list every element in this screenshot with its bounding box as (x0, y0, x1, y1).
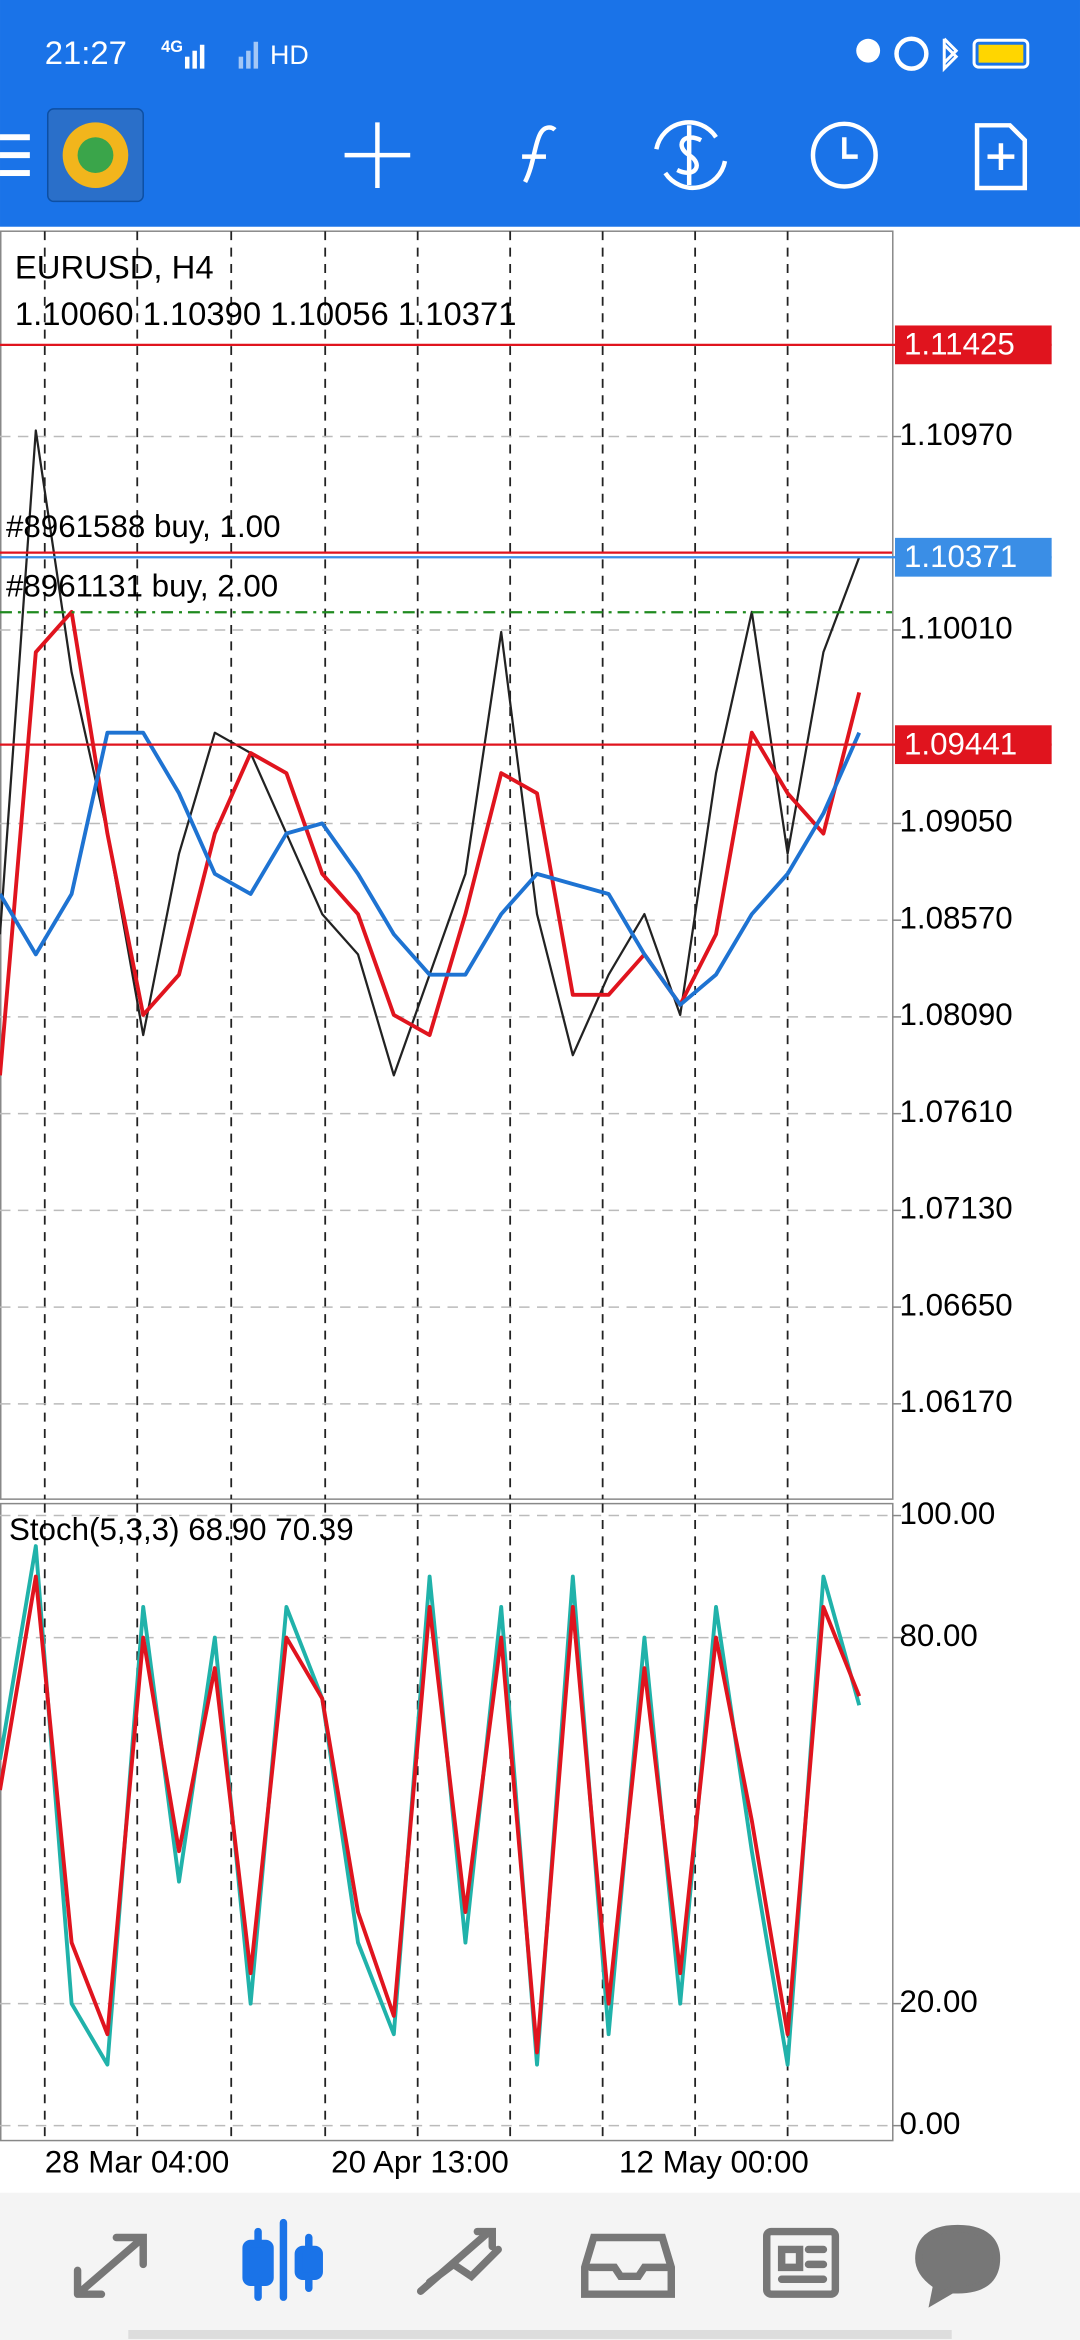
price-badge (895, 537, 1052, 577)
y-tick-label: 1.08570 (899, 900, 1012, 935)
y-tick-label: 1.10010 (899, 610, 1012, 645)
y-tick-label: 20.00 (899, 1984, 977, 2019)
y-tick-label: 1.07610 (899, 1094, 1012, 1129)
x-tick-label: 28 Mar 04:00 (45, 2145, 230, 2180)
series-line (0, 1574, 862, 2055)
nav-chart[interactable] (242, 2218, 323, 2301)
nav-trade[interactable] (416, 2227, 502, 2295)
time-grid (43, 231, 789, 2141)
menu-button[interactable] (0, 134, 30, 177)
chart-layer: 1.10970 1.10010 1.09050 1.08570 1.08090 1.076… (0, 325, 1052, 2180)
series-line (0, 730, 861, 1007)
price-badge-label: 1.10371 (904, 539, 1017, 574)
y-tick-label: 0.00 (899, 2106, 960, 2141)
x-tick-label: 20 Apr 13:00 (331, 2145, 509, 2180)
price-panel (0, 230, 894, 1500)
y-tick-label: 1.06650 (899, 1287, 1012, 1322)
trade-button[interactable] (654, 120, 728, 191)
nav-quotes[interactable] (73, 2233, 147, 2298)
indicators-button[interactable] (522, 125, 557, 183)
price-badge (895, 725, 1052, 765)
series-line (0, 1544, 862, 2067)
bottom-nav (0, 2192, 1080, 2340)
crosshair-button[interactable] (344, 122, 411, 188)
price-badge-label: 1.09441 (904, 726, 1017, 761)
y-tick-label: 1.09050 (899, 804, 1012, 839)
ohlc-text: 1.10060 1.10390 1.10056 1.10371 (15, 295, 517, 332)
x-tick-label: 12 May 00:00 (619, 2145, 809, 2180)
y-tick-label: 1.06170 (899, 1384, 1012, 1419)
scroll-indicator (128, 2330, 952, 2339)
nav-chat[interactable] (915, 2224, 1001, 2308)
symbol-title: EURUSD, H4 (15, 249, 214, 286)
top-bar (0, 0, 1080, 227)
new-order-button[interactable] (974, 123, 1028, 191)
order-label: #8961588 buy, 1.00 (6, 509, 281, 544)
stoch-title: Stoch(5,3,3) 68.90 70.39 (9, 1512, 354, 1547)
signal-icon (184, 41, 259, 69)
y-tick-label: 80.00 (899, 1618, 977, 1653)
timeframe-button[interactable] (810, 121, 878, 189)
nav-history[interactable] (581, 2233, 675, 2298)
series-line (0, 609, 862, 1076)
status-hd: HD (270, 40, 309, 70)
price-badge-label: 1.11425 (904, 327, 1015, 362)
price-badge (895, 325, 1052, 365)
app-logo[interactable] (46, 108, 144, 203)
stoch-panel (0, 1502, 894, 2142)
order-label: #8961131 buy, 2.00 (6, 569, 278, 604)
y-tick-label: 100.00 (899, 1496, 995, 1531)
status-time: 21:27 (45, 34, 127, 71)
status-icons (856, 36, 1030, 73)
y-tick-label: 1.08090 (899, 997, 1012, 1032)
status-network: 4G (161, 38, 183, 56)
nav-news[interactable] (763, 2227, 840, 2298)
y-tick-label: 1.10970 (899, 417, 1012, 452)
y-tick-label: 1.07130 (899, 1191, 1012, 1226)
